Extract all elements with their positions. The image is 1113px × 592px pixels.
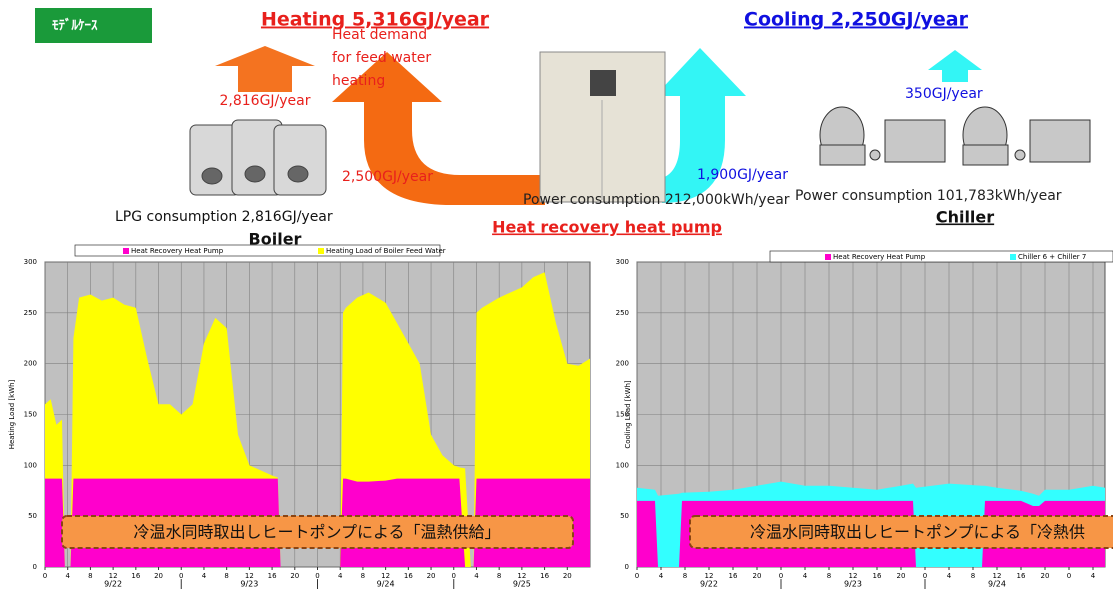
- x-tick-label: 0: [43, 572, 47, 580]
- day-label: 9/24: [988, 580, 1006, 589]
- x-tick-label: 0: [923, 572, 927, 580]
- day-label: 9/23: [844, 580, 862, 589]
- y-tick-label: 200: [24, 360, 37, 368]
- day-label: 9/22: [700, 580, 718, 589]
- x-tick-label: 4: [659, 572, 664, 580]
- x-tick-label: 4: [474, 572, 479, 580]
- x-tick-label: 0: [635, 572, 639, 580]
- badge: ﾓﾃﾞﾙｹｰｽ: [52, 18, 98, 34]
- chiller-icon: [820, 107, 1090, 165]
- day-label: 9/23: [240, 580, 258, 589]
- y-tick-label: 0: [625, 563, 629, 571]
- boiler-consumption: LPG consumption 2,816GJ/year: [115, 209, 333, 225]
- day-label: 9/22: [104, 580, 122, 589]
- heat-pump-consumption: Power consumption 212,000kWh/year: [523, 192, 790, 208]
- x-tick-label: 0: [315, 572, 319, 580]
- boiler-icon: [190, 120, 326, 195]
- heat-pump-icon: [540, 52, 665, 202]
- x-tick-label: 16: [131, 572, 140, 580]
- slide: ﾓﾃﾞﾙｹｰｽ Heating 5,316GJ/year Cooling 2,2…: [0, 0, 1113, 592]
- x-tick-label: 16: [729, 572, 738, 580]
- y-tick-label: 250: [24, 309, 37, 317]
- banner-text: 冷温水同時取出しヒートポンプによる「冷熱供: [750, 523, 1085, 542]
- heat-pump-cooling: 1,900GJ/year: [697, 167, 788, 183]
- heat-pump-heating: 2,500GJ/year: [342, 169, 433, 185]
- legend-label: Heating Load of Boiler Feed Water: [326, 247, 446, 255]
- legend-label: Heat Recovery Heat Pump: [833, 253, 926, 261]
- y-axis-title: Cooling Load [kWh]: [624, 380, 632, 449]
- x-tick-label: 4: [1091, 572, 1096, 580]
- x-tick-label: 16: [404, 572, 413, 580]
- x-tick-label: 8: [827, 572, 831, 580]
- y-tick-label: 100: [616, 461, 629, 469]
- x-tick-label: 20: [290, 572, 299, 580]
- x-tick-label: 20: [1041, 572, 1050, 580]
- x-tick-label: 8: [88, 572, 92, 580]
- x-tick-label: 20: [897, 572, 906, 580]
- x-tick-label: 8: [497, 572, 501, 580]
- x-tick-label: 20: [427, 572, 436, 580]
- boiler-supply: 2,816GJ/year: [219, 93, 310, 109]
- x-tick-label: 16: [1017, 572, 1026, 580]
- x-tick-label: 4: [947, 572, 952, 580]
- y-tick-label: 50: [28, 512, 37, 520]
- y-tick-label: 0: [33, 563, 37, 571]
- x-tick-label: 20: [563, 572, 572, 580]
- x-tick-label: 16: [540, 572, 549, 580]
- y-tick-label: 250: [616, 309, 629, 317]
- legend-swatch: [123, 248, 129, 254]
- x-tick-label: 20: [753, 572, 762, 580]
- x-tick-label: 8: [224, 572, 228, 580]
- chiller-cooling: 350GJ/year: [905, 86, 983, 102]
- banner-text: 冷温水同時取出しヒートポンプによる「温熱供給」: [133, 523, 500, 542]
- y-tick-label: 100: [24, 461, 37, 469]
- chiller-consumption: Power consumption 101,783kWh/year: [795, 188, 1062, 204]
- x-tick-label: 0: [779, 572, 783, 580]
- x-tick-label: 0: [452, 572, 456, 580]
- arrow: [215, 46, 315, 92]
- cooling-total: Cooling 2,250GJ/year: [744, 9, 969, 31]
- day-label: 9/25: [513, 580, 531, 589]
- x-tick-label: 8: [971, 572, 975, 580]
- legend-swatch: [1010, 254, 1016, 260]
- heat-pump-label: Heat recovery heat pump: [492, 218, 722, 237]
- x-tick-label: 0: [179, 572, 183, 580]
- y-tick-label: 150: [24, 411, 37, 419]
- heat-demand: for feed water: [332, 50, 431, 66]
- day-label: 9/24: [377, 580, 395, 589]
- x-tick-label: 0: [1067, 572, 1071, 580]
- x-tick-label: 4: [803, 572, 808, 580]
- y-axis-title: Heating Load [kWh]: [8, 379, 16, 449]
- x-tick-label: 4: [202, 572, 207, 580]
- y-tick-label: 300: [24, 258, 37, 266]
- x-tick-label: 4: [338, 572, 343, 580]
- arrow: [928, 50, 982, 82]
- x-tick-label: 16: [873, 572, 882, 580]
- x-tick-label: 16: [268, 572, 277, 580]
- chiller-label: Chiller: [936, 208, 994, 227]
- y-tick-label: 300: [616, 258, 629, 266]
- x-tick-label: 4: [65, 572, 70, 580]
- legend-swatch: [318, 248, 324, 254]
- y-tick-label: 50: [620, 512, 629, 520]
- legend-swatch: [825, 254, 831, 260]
- y-tick-label: 200: [616, 360, 629, 368]
- legend-label: Chiller 6 + Chiller 7: [1018, 253, 1086, 261]
- x-tick-label: 20: [154, 572, 163, 580]
- heat-demand: heating: [332, 73, 385, 89]
- x-tick-label: 8: [361, 572, 365, 580]
- legend-label: Heat Recovery Heat Pump: [131, 247, 224, 255]
- heat-demand: Heat demand: [332, 27, 427, 43]
- x-tick-label: 8: [683, 572, 687, 580]
